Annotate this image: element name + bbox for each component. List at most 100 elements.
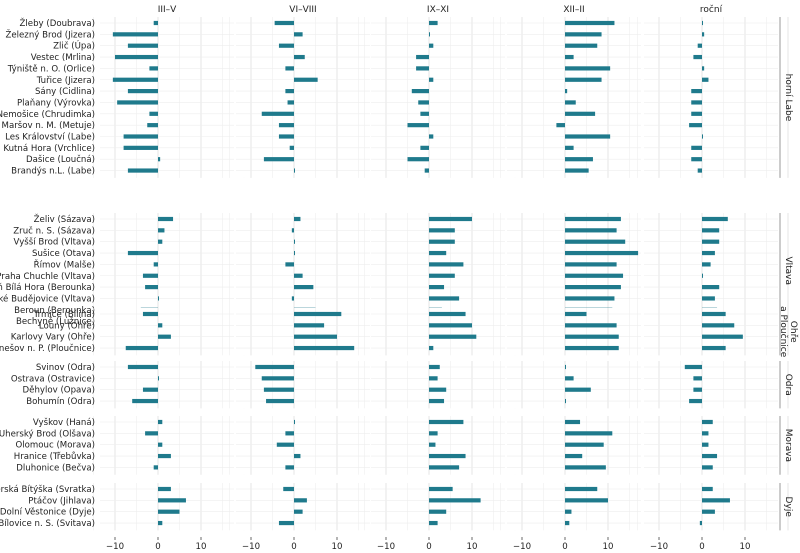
station-label: Vestec (Mrlina) xyxy=(31,53,95,63)
bar xyxy=(429,419,464,425)
bar xyxy=(147,123,158,128)
bar xyxy=(565,334,619,339)
bar xyxy=(702,134,703,139)
station-label: Dašice (Loučná) xyxy=(26,154,95,165)
bar xyxy=(127,168,158,173)
bar xyxy=(278,134,294,139)
bar xyxy=(429,364,440,370)
bar xyxy=(424,168,429,173)
bar xyxy=(565,486,598,492)
bar xyxy=(565,520,570,526)
bar xyxy=(153,20,158,26)
bar xyxy=(285,89,294,94)
bar xyxy=(158,157,161,162)
bar xyxy=(149,66,158,71)
bar xyxy=(693,387,702,392)
bar xyxy=(420,111,429,116)
station-label: Vyšší Brod (Vltava) xyxy=(14,237,95,248)
bar xyxy=(702,465,713,470)
bar xyxy=(127,364,158,370)
bar xyxy=(429,442,436,447)
bar xyxy=(565,250,639,256)
bar xyxy=(702,486,713,492)
bar xyxy=(276,442,294,447)
bar xyxy=(429,250,447,256)
bar xyxy=(261,111,294,116)
panel-bg xyxy=(507,17,641,178)
bar xyxy=(429,296,460,301)
region-label: Morava xyxy=(783,429,793,462)
x-tick-label: 10 xyxy=(740,542,751,552)
bar xyxy=(429,311,466,317)
bar xyxy=(429,228,455,233)
bar xyxy=(416,54,429,60)
bar xyxy=(691,89,702,94)
bar xyxy=(697,43,702,48)
bar xyxy=(702,77,709,82)
bar xyxy=(263,157,294,162)
bar xyxy=(142,311,158,317)
station-label: Ptáčov (Jihlava) xyxy=(28,495,95,506)
bar xyxy=(278,43,294,48)
bar xyxy=(429,77,434,82)
panel-header: IX–XI xyxy=(427,5,449,15)
panel-bg xyxy=(100,361,234,409)
bar xyxy=(702,262,711,267)
bar xyxy=(565,273,624,278)
bar xyxy=(429,387,447,392)
station-label: Beroun (Berounka) xyxy=(14,306,95,316)
bar xyxy=(702,239,720,244)
bar xyxy=(702,334,743,339)
bar xyxy=(565,100,576,105)
station-label: Plzeň Bílá Hora (Berounka) xyxy=(0,282,95,293)
bar xyxy=(158,376,159,381)
panel-header: III–V xyxy=(158,5,177,15)
bar xyxy=(702,509,715,514)
bar xyxy=(429,376,438,381)
bar xyxy=(158,216,174,222)
x-tick-label: 0 xyxy=(291,542,296,552)
x-tick-label: −10 xyxy=(513,542,531,552)
x-tick-label: 0 xyxy=(155,542,160,552)
bar xyxy=(285,465,294,470)
bar xyxy=(294,334,337,339)
bar xyxy=(702,323,735,328)
station-label: Les Království (Labe) xyxy=(5,133,95,143)
bar xyxy=(158,323,163,328)
station-label: Železný Brod (Jizera) xyxy=(5,28,95,40)
station-label: Dolní Věstonice (Dyje) xyxy=(0,507,95,518)
bar xyxy=(689,398,702,404)
bar xyxy=(565,285,621,290)
bar xyxy=(429,453,466,459)
bar xyxy=(429,431,438,436)
bar xyxy=(565,228,617,233)
bar xyxy=(702,250,715,256)
station-label: Želiv (Sázava) xyxy=(34,213,95,225)
bar xyxy=(702,345,726,351)
station-label: Maršov n. M. (Metuje) xyxy=(2,120,95,131)
region-label-text: Vltava xyxy=(783,256,793,285)
bar xyxy=(565,77,602,82)
bar xyxy=(565,323,617,328)
panel-header: XII–II xyxy=(563,5,584,15)
x-tick-label: 0 xyxy=(699,542,704,552)
panel-bg xyxy=(644,416,778,475)
station-label: Zruč n. S. (Sázava) xyxy=(13,225,95,236)
panel-bg xyxy=(371,416,505,475)
station-label: Sušice (Otava) xyxy=(32,248,95,259)
station-label: Žleby (Doubrava) xyxy=(20,17,95,29)
bar xyxy=(565,262,617,267)
bar xyxy=(294,323,325,328)
bar xyxy=(294,32,303,37)
station-label: Bílovice n. S. (Svitava) xyxy=(0,519,95,529)
region-label: Odra xyxy=(783,374,793,396)
bar xyxy=(294,250,295,256)
bar xyxy=(702,453,718,459)
bar xyxy=(278,520,294,526)
bar xyxy=(565,419,581,425)
bar xyxy=(112,77,158,82)
x-tick-label: −10 xyxy=(377,542,395,552)
bar xyxy=(125,345,158,351)
bar xyxy=(287,100,294,105)
bar xyxy=(294,77,318,82)
